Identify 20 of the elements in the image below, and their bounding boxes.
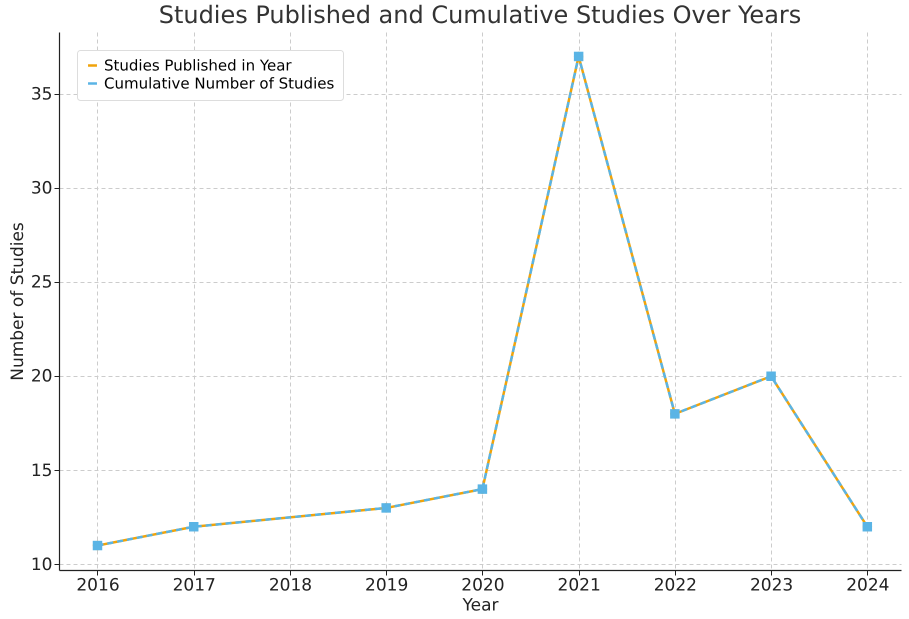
x-tick-label: 2023 bbox=[750, 576, 794, 596]
y-tick-label: 25 bbox=[30, 272, 52, 293]
legend-label: Cumulative Number of Studies bbox=[104, 74, 334, 92]
x-tick-label: 2020 bbox=[461, 576, 505, 596]
legend-label: Studies Published in Year bbox=[104, 56, 292, 74]
y-tick-label: 30 bbox=[30, 178, 52, 199]
x-tick-label: 2019 bbox=[365, 576, 408, 596]
y-tick-label: 20 bbox=[30, 366, 52, 387]
x-tick-label: 2024 bbox=[846, 576, 890, 596]
x-tick-label: 2022 bbox=[654, 576, 697, 596]
x-axis-title: Year bbox=[462, 596, 499, 616]
chart-title: Studies Published and Cumulative Studies Over Years bbox=[158, 1, 802, 29]
y-tick-label: 10 bbox=[30, 554, 52, 575]
x-tick-label: 2016 bbox=[76, 576, 120, 596]
y-axis-title: Number of Studies bbox=[8, 222, 28, 381]
x-tick-label: 2018 bbox=[268, 576, 312, 596]
y-tick-label: 15 bbox=[30, 460, 52, 481]
x-tick-label: 2021 bbox=[558, 576, 601, 596]
x-tick-label: 2017 bbox=[172, 576, 216, 596]
y-tick-label: 35 bbox=[30, 84, 52, 105]
